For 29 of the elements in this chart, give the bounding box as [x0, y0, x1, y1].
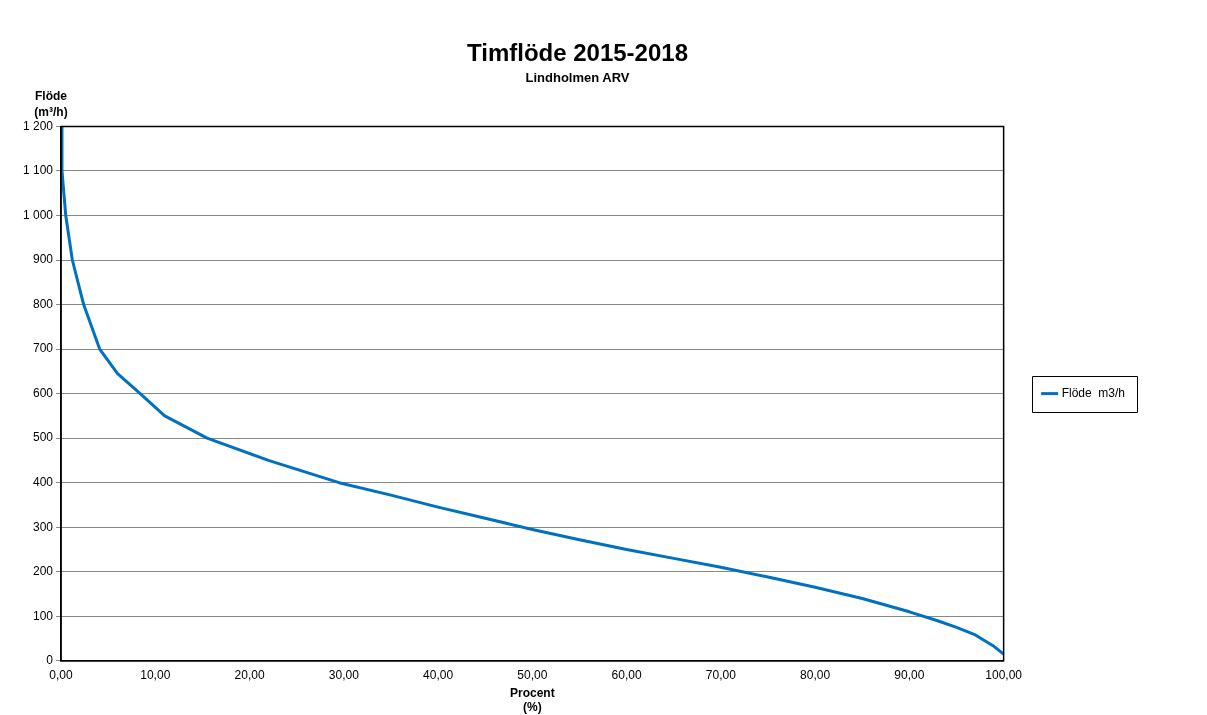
y-tick-label: 400	[33, 474, 54, 489]
y-tick-label: 500	[33, 430, 54, 445]
y-tick-label: 1 200	[23, 118, 54, 133]
y-tick-label: 0	[46, 653, 54, 668]
x-tick-label: 50,00	[517, 668, 548, 683]
x-tick-label: 90,00	[894, 668, 925, 683]
legend-label: Flöde m3/h	[1061, 385, 1126, 400]
x-tick-label: 60,00	[611, 668, 642, 683]
chart-title: Timflöde 2015-2018	[466, 39, 689, 67]
y-axis-title: Flöde (m³/h)	[34, 89, 68, 120]
x-tick-label: 100,00	[985, 668, 1023, 683]
y-tick-label: 200	[33, 564, 54, 579]
y-tick-label: 800	[33, 296, 54, 311]
y-tick-label: 100	[33, 608, 54, 623]
y-tick-label: 1 000	[23, 207, 54, 222]
x-tick-label: 0,00	[49, 668, 74, 683]
x-tick-label: 70,00	[705, 668, 737, 683]
x-tick-label: 40,00	[423, 668, 454, 683]
y-tick-label: 900	[33, 252, 54, 267]
x-axis-title: Procent (%)	[509, 685, 555, 715]
x-tick-label: 10,00	[140, 668, 171, 683]
chart-subtitle: Lindholmen ARV	[525, 70, 630, 86]
y-tick-label: 300	[33, 519, 54, 534]
y-tick-label: 700	[33, 341, 54, 356]
x-tick-label: 80,00	[800, 668, 831, 683]
x-tick-label: 20,00	[234, 668, 265, 683]
y-tick-label: 1 100	[23, 163, 54, 178]
x-tick-label: 30,00	[328, 668, 360, 683]
y-tick-label: 600	[33, 385, 54, 400]
